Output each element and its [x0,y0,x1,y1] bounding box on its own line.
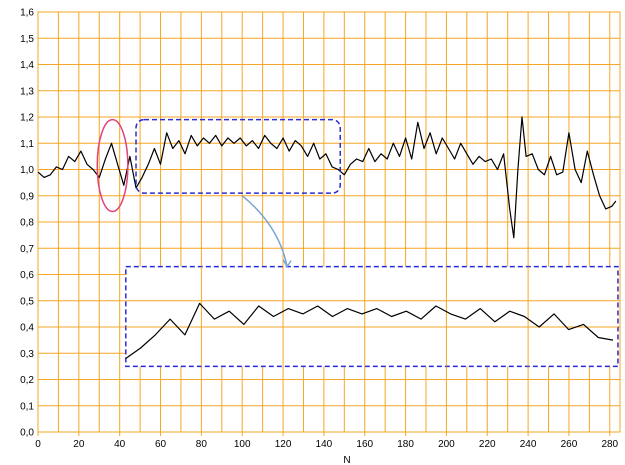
y-tick-label: 0,6 [20,270,34,281]
y-tick-label: 0,8 [20,218,34,229]
y-tick-label: 0,5 [20,296,34,307]
y-tick-label: 1,3 [20,86,34,97]
y-axis-ticks: 0,0 0,1 0,2 0,3 0,4 0,5 0,6 0,7 0,8 0,9 1,0 1,1 1,2 1… [20,8,34,439]
highlight-ellipse [96,118,129,213]
x-tick-label: 0 [35,439,41,450]
y-tick-label: 1,4 [20,60,34,71]
y-tick-label: 0,9 [20,191,34,202]
zoom-inset [125,265,619,368]
y-tick-label: 1,6 [20,8,34,19]
plot-frame [37,11,621,433]
x-tick-label: 160 [356,439,373,450]
arrow-head [282,259,292,269]
inset-box [125,265,619,368]
x-tick-label: 220 [479,439,496,450]
x-tick-label: 80 [196,439,208,450]
x-tick-label: 40 [114,439,126,450]
x-tick-label: 120 [275,439,292,450]
y-tick-label: 0,0 [20,428,34,439]
x-tick-label: 20 [73,439,85,450]
annotations [96,118,341,269]
x-tick-label: 200 [438,439,455,450]
y-tick-label: 0,7 [20,244,34,255]
x-tick-label: 240 [520,439,537,450]
inset-series-line [125,302,614,359]
highlight-box [135,118,341,194]
y-tick-label: 1,1 [20,139,34,150]
zoom-arrow [241,195,288,267]
y-tick-label: 0,4 [20,323,34,334]
y-tick-label: 1,2 [20,113,34,124]
y-tick-label: 1,5 [20,34,34,45]
x-axis-title: N [343,455,350,465]
y-tick-label: 0,1 [20,401,34,412]
y-tick-label: 1,0 [20,165,34,176]
y-tick-label: 0,2 [20,375,34,386]
y-tick-label: 0,3 [20,349,34,360]
x-axis-ticks: 0 20 40 60 80 100 120 140 160 180 200 220 240 260 280 [35,432,619,450]
x-tick-label: 260 [561,439,578,450]
x-tick-label: 140 [316,439,333,450]
x-tick-label: 60 [155,439,167,450]
x-tick-label: 180 [397,439,414,450]
x-tick-label: 280 [601,439,618,450]
x-tick-label: 100 [234,439,251,450]
